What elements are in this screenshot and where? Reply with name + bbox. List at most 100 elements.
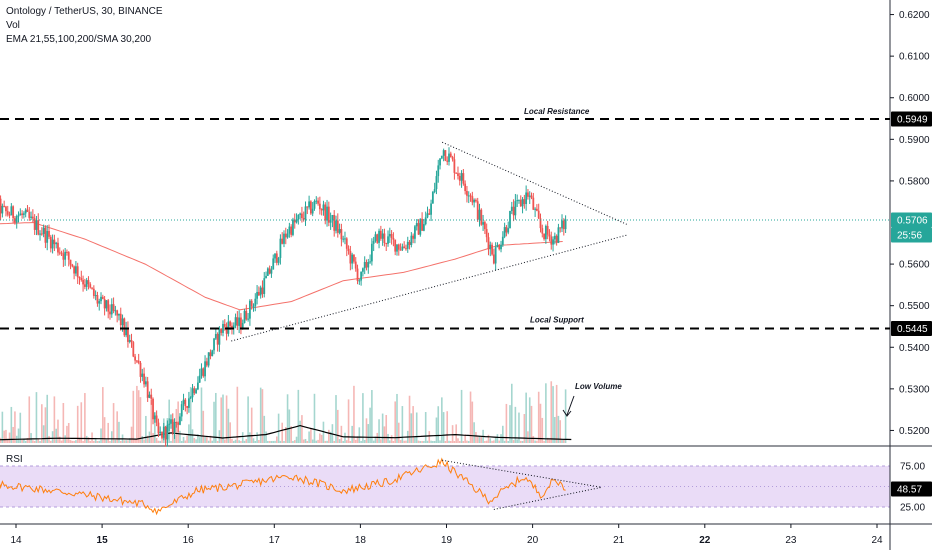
volume-bar — [505, 403, 508, 443]
volume-legend[interactable]: Vol — [6, 20, 20, 31]
candle-body — [317, 200, 319, 204]
volume-bar — [410, 413, 413, 443]
volume-bar — [112, 403, 115, 443]
candle-body — [28, 211, 31, 218]
candle-body — [286, 233, 289, 238]
candle-body — [521, 199, 524, 207]
candle-body — [331, 215, 334, 220]
volume-bar — [485, 440, 488, 443]
volume-bar — [448, 440, 450, 443]
volume-bar — [392, 440, 395, 443]
candle-body — [324, 204, 327, 221]
volume-bar — [433, 440, 436, 443]
volume-bar — [173, 435, 176, 443]
volume-bar — [250, 407, 253, 443]
volume-bar — [389, 440, 391, 443]
candle-body — [15, 216, 18, 223]
candle-body — [559, 227, 562, 229]
candle-body — [184, 399, 187, 407]
volume-bar — [476, 436, 479, 443]
volume-bar — [145, 415, 147, 443]
candle-body — [347, 248, 350, 251]
volume-bar — [394, 401, 396, 443]
candle-body — [365, 262, 368, 268]
down-arrow-icon — [562, 395, 575, 417]
candle-body — [473, 199, 476, 203]
symbol-title[interactable]: Ontology / TetherUS, 30, BINANCE — [6, 6, 163, 17]
candle-body — [449, 153, 452, 158]
candle-body — [17, 215, 20, 217]
candle-body — [37, 220, 40, 235]
candle-body — [204, 361, 206, 377]
volume-bar — [458, 440, 461, 443]
candle-body — [266, 268, 269, 276]
candle-body — [200, 368, 203, 376]
candle-body — [173, 421, 176, 433]
candle-body — [236, 317, 239, 326]
volume-bar — [295, 436, 298, 443]
volume-bar — [548, 439, 551, 443]
candle-body — [500, 244, 502, 250]
volume-bar — [51, 431, 54, 443]
candle-body — [155, 415, 158, 423]
candle-body — [211, 350, 214, 357]
volume-bar — [245, 439, 248, 443]
volume-ma-line — [0, 424, 572, 441]
candle-body — [261, 287, 264, 294]
volume-bar — [1, 411, 4, 443]
candle-body — [327, 206, 330, 223]
volume-bar — [21, 439, 23, 443]
candle-body — [75, 266, 77, 274]
volume-bar — [283, 440, 285, 443]
volume-bar — [57, 419, 59, 443]
volume-bar — [464, 434, 466, 443]
volume-bar — [200, 387, 203, 443]
rsi-label[interactable]: RSI — [6, 454, 23, 465]
volume-bar — [467, 440, 470, 443]
candle-body — [471, 196, 474, 203]
volume-bar — [441, 397, 443, 443]
volume-bar — [365, 418, 368, 443]
candle-body — [534, 208, 537, 210]
price-tick-label: 0.5500 — [899, 301, 930, 312]
volume-bar — [335, 395, 337, 443]
volume-bar — [28, 396, 31, 443]
candle-body — [311, 208, 314, 214]
volume-bar — [369, 407, 371, 443]
candle-body — [148, 394, 151, 398]
volume-bar — [308, 431, 310, 443]
candle-body — [87, 280, 90, 285]
candle-body — [351, 254, 354, 264]
candle-body — [527, 192, 529, 197]
rsi-lower-trendline[interactable] — [493, 486, 602, 510]
candle-body — [26, 209, 29, 212]
resistance-price-badge-text: 0.5949 — [897, 114, 928, 125]
candle-body — [180, 404, 183, 417]
volume-bar — [229, 422, 231, 443]
candle-body — [442, 150, 445, 156]
price-tick-label: 0.5300 — [899, 384, 930, 395]
moving-average-legend[interactable]: EMA 21,55,100,200/SMA 30,200 — [6, 34, 152, 45]
volume-bar — [367, 424, 370, 443]
time-tick-label: 18 — [355, 535, 367, 546]
candle-body — [435, 176, 438, 190]
candle-body — [272, 258, 275, 270]
candle-body — [196, 382, 199, 390]
candle-body — [166, 424, 169, 440]
triangle-upper-trendline[interactable] — [441, 141, 628, 226]
candle-body — [297, 214, 300, 220]
volume-bar — [19, 412, 22, 443]
time-tick-label: 22 — [699, 535, 711, 546]
volume-bar — [118, 421, 120, 443]
triangle-lower-trendline[interactable] — [231, 234, 628, 342]
volume-bar — [55, 428, 57, 443]
volume-bar — [444, 440, 447, 443]
candle-body — [96, 295, 99, 304]
candle-body — [12, 206, 15, 219]
candle-body — [135, 360, 138, 362]
candle-body — [509, 210, 511, 229]
volume-bar — [396, 393, 398, 443]
candle-body — [231, 325, 233, 329]
candle-body — [437, 165, 440, 177]
